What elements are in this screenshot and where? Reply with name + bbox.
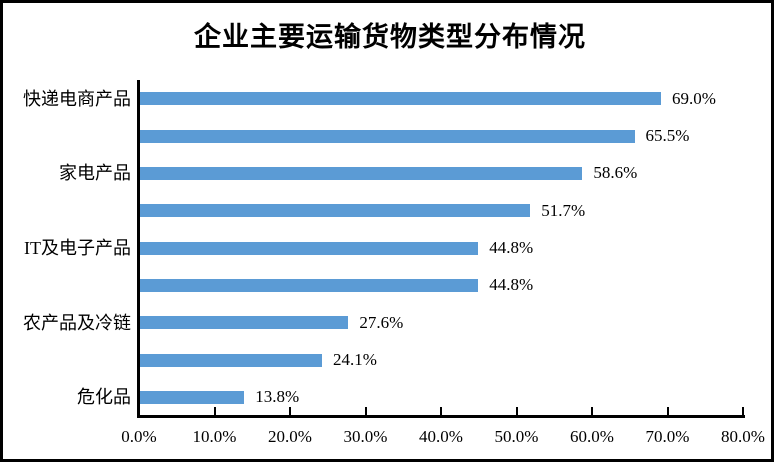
category-label: 快递电商产品 (23, 88, 131, 109)
bar-value-label: 51.7% (541, 200, 586, 220)
bar (140, 204, 531, 218)
bar-value-label: 69.0% (672, 88, 716, 108)
axis-tick (289, 407, 291, 416)
bar-value-label: 65.5% (645, 126, 690, 145)
chart-title: 企业主要运输货物类型分布情况 (194, 22, 586, 52)
x-tick-label: 80.0% (721, 427, 765, 446)
x-tick-label: 0.0% (121, 427, 157, 446)
axis-tick (364, 407, 367, 416)
x-tick-label: 20.0% (268, 427, 312, 446)
x-tick-label: 70.0% (645, 427, 690, 446)
axis-tick (440, 407, 442, 416)
bar-value-label: 44.8% (489, 238, 534, 257)
x-tick-label: 10.0% (192, 427, 237, 446)
bar-value-label: 24.1% (333, 350, 377, 369)
bar (140, 129, 635, 143)
x-tick-label: 50.0% (494, 427, 539, 446)
bar (140, 353, 322, 367)
bar (140, 166, 583, 180)
bar-value-label: 44.8% (489, 275, 534, 295)
axis-tick (591, 407, 593, 416)
x-tick-label: 30.0% (343, 427, 388, 446)
bar (140, 241, 479, 255)
bar-value-label: 27.6% (359, 312, 404, 332)
bar (140, 278, 479, 292)
bar (140, 316, 349, 330)
y-axis-line (137, 80, 140, 418)
bar-value-label: 58.6% (593, 163, 638, 183)
x-axis-line (137, 415, 745, 418)
bar (140, 92, 661, 106)
category-label: 危化品 (77, 387, 131, 408)
axis-tick (213, 407, 216, 416)
axis-tick (742, 407, 744, 416)
x-tick-label: 40.0% (419, 427, 463, 446)
x-tick-label: 60.0% (570, 427, 614, 446)
axis-tick (515, 407, 518, 416)
category-label: IT及电子产品 (24, 238, 131, 258)
bar (140, 390, 245, 404)
category-label: 农产品及冷链 (23, 312, 131, 333)
category-label: 家电产品 (59, 163, 131, 184)
axis-tick (666, 407, 669, 416)
bar-value-label: 13.8% (255, 387, 300, 407)
